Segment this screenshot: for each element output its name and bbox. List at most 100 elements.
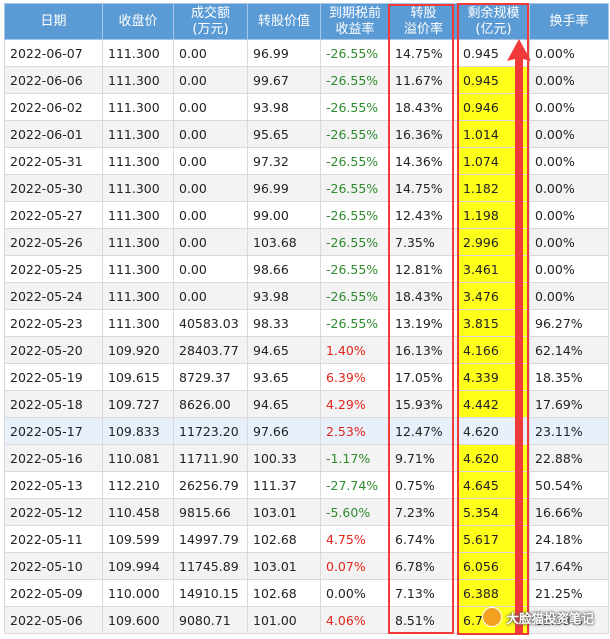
date-cell: 2022-05-18 xyxy=(4,390,103,418)
premium-cell: 16.13% xyxy=(389,336,458,364)
table-row[interactable]: 2022-05-23 111.300 40583.03 98.33 -26.55% 13.… xyxy=(4,309,609,337)
table-row[interactable]: 2022-06-07 111.300 0.00 96.99 -26.55% 14.75% 0… xyxy=(4,39,609,67)
close-price-cell: 109.833 xyxy=(102,417,174,445)
premium-cell: 8.51% xyxy=(389,606,458,634)
volume-cell: 9080.71 xyxy=(173,606,248,634)
turnover-cell: 0.00% xyxy=(529,174,609,202)
table-row[interactable]: 2022-06-01 111.300 0.00 95.65 -26.55% 16.36% 1… xyxy=(4,120,609,148)
close-price-cell: 111.300 xyxy=(102,120,174,148)
conversion-value-cell: 93.98 xyxy=(247,282,321,310)
table-row[interactable]: 2022-06-06 111.300 0.00 99.67 -26.55% 11.67% 0… xyxy=(4,66,609,94)
column-header-label: (亿元) xyxy=(475,21,512,37)
remaining-size-cell: 4.339 xyxy=(457,363,530,391)
volume-cell: 0.00 xyxy=(173,255,248,283)
volume-cell: 11723.20 xyxy=(173,417,248,445)
table-row[interactable]: 2022-05-19 109.615 8729.37 93.65 6.39% 17.05%… xyxy=(4,363,609,391)
turnover-cell: 23.11% xyxy=(529,417,609,445)
ytm-cell: -5.60% xyxy=(320,498,390,526)
date-cell: 2022-05-27 xyxy=(4,201,103,229)
close-price-cell: 111.300 xyxy=(102,39,174,67)
remaining-size-cell: 3.476 xyxy=(457,282,530,310)
date-cell: 2022-05-26 xyxy=(4,228,103,256)
date-cell: 2022-05-23 xyxy=(4,309,103,337)
ytm-cell: -26.55% xyxy=(320,255,390,283)
table-body: 2022-06-07 111.300 0.00 96.99 -26.55% 14.75% 0… xyxy=(4,39,609,634)
close-price-cell: 109.599 xyxy=(102,525,174,553)
conversion-value-cell: 101.00 xyxy=(247,606,321,634)
table-row[interactable]: 2022-05-24 111.300 0.00 93.98 -26.55% 18.43% 3… xyxy=(4,282,609,310)
volume-cell: 40583.03 xyxy=(173,309,248,337)
table-row[interactable]: 2022-05-16 110.081 11711.90 100.33 -1.17% 9.7… xyxy=(4,444,609,472)
ytm-cell: 4.06% xyxy=(320,606,390,634)
close-price-cell: 109.615 xyxy=(102,363,174,391)
turnover-cell: 21.25% xyxy=(529,579,609,607)
column-header[interactable]: 日期 xyxy=(4,3,103,40)
column-header-label: 到期税前 xyxy=(328,5,381,21)
ytm-cell: 4.75% xyxy=(320,525,390,553)
table-row[interactable]: 2022-06-02 111.300 0.00 93.98 -26.55% 18.43% 0… xyxy=(4,93,609,121)
volume-cell: 0.00 xyxy=(173,120,248,148)
table-row[interactable]: 2022-05-18 109.727 8626.00 94.65 4.29% 15.93%… xyxy=(4,390,609,418)
table-row[interactable]: 2022-05-26 111.300 0.00 103.68 -26.55% 7.35% 2… xyxy=(4,228,609,256)
volume-cell: 8729.37 xyxy=(173,363,248,391)
close-price-cell: 112.210 xyxy=(102,471,174,499)
table-row[interactable]: 2022-05-12 110.458 9815.66 103.01 -5.60% 7.23… xyxy=(4,498,609,526)
column-header[interactable]: 换手率 xyxy=(529,3,609,40)
date-cell: 2022-06-02 xyxy=(4,93,103,121)
column-header[interactable]: 收盘价 xyxy=(102,3,174,40)
table-row[interactable]: 2022-05-25 111.300 0.00 98.66 -26.55% 12.81% 3… xyxy=(4,255,609,283)
ytm-cell: 1.40% xyxy=(320,336,390,364)
remaining-size-cell: 4.620 xyxy=(457,417,530,445)
remaining-size-cell: 3.461 xyxy=(457,255,530,283)
close-price-cell: 110.081 xyxy=(102,444,174,472)
close-price-cell: 110.458 xyxy=(102,498,174,526)
conversion-value-cell: 98.33 xyxy=(247,309,321,337)
table-row[interactable]: 2022-05-10 109.994 11745.89 103.01 0.07% 6.78… xyxy=(4,552,609,580)
conversion-value-cell: 96.99 xyxy=(247,39,321,67)
conversion-value-cell: 96.99 xyxy=(247,174,321,202)
premium-cell: 13.19% xyxy=(389,309,458,337)
conversion-value-cell: 98.66 xyxy=(247,255,321,283)
conversion-value-cell: 97.66 xyxy=(247,417,321,445)
remaining-size-cell: 1.198 xyxy=(457,201,530,229)
premium-cell: 12.47% xyxy=(389,417,458,445)
table-row[interactable]: 2022-05-09 110.000 14910.15 102.68 0.00% 7.13… xyxy=(4,579,609,607)
turnover-cell: 22.88% xyxy=(529,444,609,472)
volume-cell: 14997.79 xyxy=(173,525,248,553)
premium-cell: 7.23% xyxy=(389,498,458,526)
table-row[interactable]: 2022-05-06 109.600 9080.71 101.00 4.06% 8.51%… xyxy=(4,606,609,634)
ytm-cell: -26.55% xyxy=(320,309,390,337)
volume-cell: 0.00 xyxy=(173,93,248,121)
turnover-cell: 24.18% xyxy=(529,525,609,553)
column-header[interactable]: 转股 溢价率 xyxy=(389,3,458,40)
table-row[interactable]: 2022-05-13 112.210 26256.79 111.37 -27.74% 0.… xyxy=(4,471,609,499)
conversion-value-cell: 102.68 xyxy=(247,579,321,607)
turnover-cell: 17.69% xyxy=(529,390,609,418)
date-cell: 2022-05-31 xyxy=(4,147,103,175)
date-cell: 2022-05-11 xyxy=(4,525,103,553)
table-row[interactable]: 2022-05-17 109.833 11723.20 97.66 2.53% 12.47… xyxy=(4,417,609,445)
table-row[interactable]: 2022-05-11 109.599 14997.79 102.68 4.75% 6.74… xyxy=(4,525,609,553)
turnover-cell: 0.00% xyxy=(529,282,609,310)
ytm-cell: -26.55% xyxy=(320,201,390,229)
volume-cell: 0.00 xyxy=(173,66,248,94)
column-header[interactable]: 到期税前 收益率 xyxy=(320,3,390,40)
table-row[interactable]: 2022-05-31 111.300 0.00 97.32 -26.55% 14.36% 1… xyxy=(4,147,609,175)
conversion-value-cell: 97.32 xyxy=(247,147,321,175)
premium-cell: 14.75% xyxy=(389,174,458,202)
date-cell: 2022-05-17 xyxy=(4,417,103,445)
ytm-cell: 2.53% xyxy=(320,417,390,445)
column-header[interactable]: 转股价值 xyxy=(247,3,321,40)
turnover-cell: 0.00% xyxy=(529,201,609,229)
column-header[interactable]: 成交额 (万元) xyxy=(173,3,248,40)
remaining-size-cell: 2.996 xyxy=(457,228,530,256)
premium-cell: 12.43% xyxy=(389,201,458,229)
volume-cell: 11745.89 xyxy=(173,552,248,580)
turnover-cell: 0.00% xyxy=(529,120,609,148)
column-header[interactable]: 剩余规模 (亿元) xyxy=(457,3,530,40)
table-row[interactable]: 2022-05-27 111.300 0.00 99.00 -26.55% 12.43% 1… xyxy=(4,201,609,229)
table-row[interactable]: 2022-05-20 109.920 28403.77 94.65 1.40% 16.13… xyxy=(4,336,609,364)
table-row[interactable]: 2022-05-30 111.300 0.00 96.99 -26.55% 14.75% 1… xyxy=(4,174,609,202)
remaining-size-cell: 4.166 xyxy=(457,336,530,364)
column-header-label: 溢价率 xyxy=(403,21,443,37)
